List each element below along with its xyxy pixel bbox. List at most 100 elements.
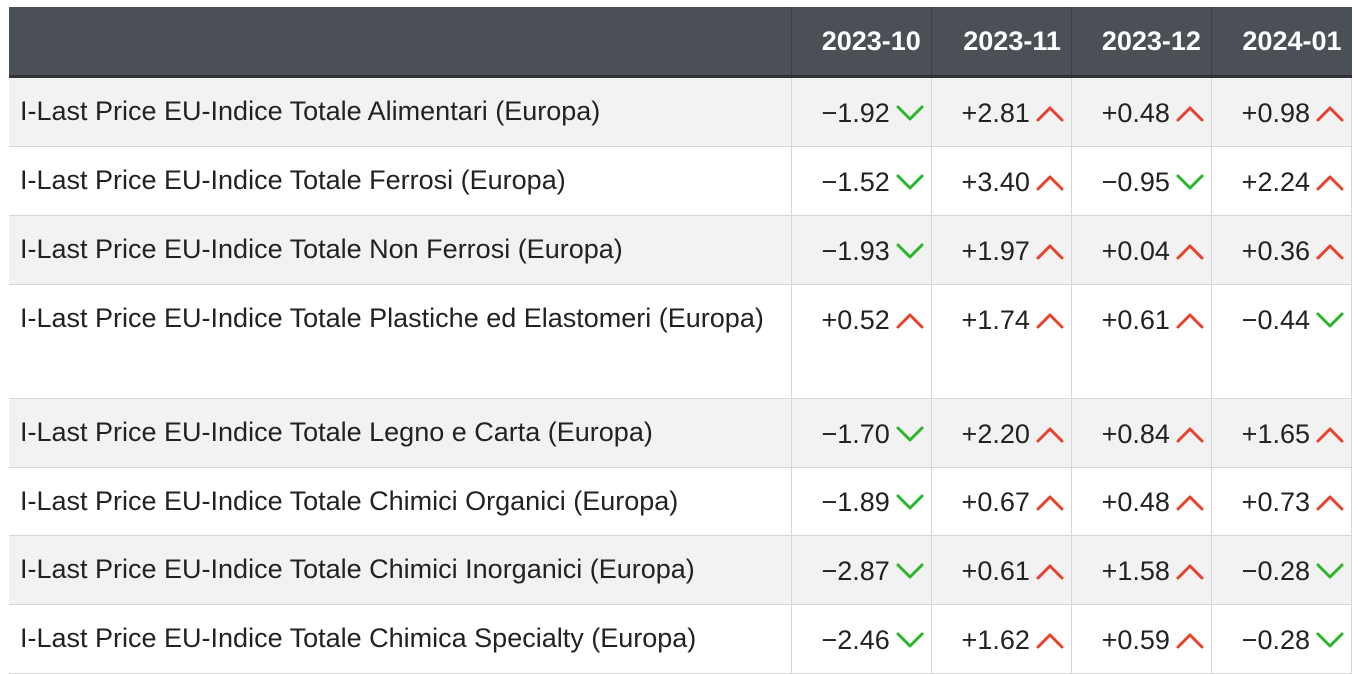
value-cell: −0.44: [1211, 284, 1353, 399]
table-row: I-Last Price EU-Indice Totale Non Ferros…: [9, 215, 1353, 285]
value-cell: −1.70: [791, 398, 932, 468]
value-text: −2.46: [821, 625, 890, 656]
chevron-up-icon: [1315, 103, 1345, 123]
header-row: 2023-10 2023-11 2023-12 2024-01: [9, 7, 1352, 78]
value-text: +0.36: [1241, 235, 1310, 266]
value-text: −1.92: [821, 97, 890, 128]
chevron-up-icon: [1175, 424, 1205, 444]
value-text: +1.65: [1241, 418, 1310, 449]
row-label: I-Last Price EU-Indice Totale Chimici Or…: [9, 467, 792, 537]
chevron-up-icon: [1175, 310, 1205, 330]
chevron-up-icon: [1175, 103, 1205, 123]
value-cell: +0.61: [1071, 284, 1212, 399]
value-text: −1.52: [821, 166, 890, 197]
value-cell: −2.46: [791, 604, 932, 674]
table-row: I-Last Price EU-Indice Totale Chimici Or…: [9, 467, 1353, 537]
value-text: +0.61: [1101, 304, 1170, 335]
value-text: −0.28: [1241, 625, 1310, 656]
row-label: I-Last Price EU-Indice Totale Legno e Ca…: [9, 398, 792, 468]
value-text: −0.28: [1241, 556, 1310, 587]
value-cell: +0.84: [1071, 398, 1212, 468]
value-text: −0.44: [1241, 304, 1310, 335]
chevron-down-icon: [895, 172, 925, 192]
value-cell: +0.61: [931, 535, 1072, 606]
table-row: I-Last Price EU-Indice Totale Plastiche …: [9, 284, 1353, 399]
value-text: +0.04: [1101, 235, 1170, 266]
value-cell: +0.59: [1071, 604, 1212, 674]
value-cell: +2.81: [931, 76, 1072, 147]
value-cell: −0.28: [1211, 535, 1353, 606]
value-cell: −1.92: [791, 76, 932, 147]
value-cell: +1.58: [1071, 535, 1212, 606]
value-text: +0.67: [961, 487, 1030, 518]
row-label: I-Last Price EU-Indice Totale Chimici In…: [9, 535, 792, 606]
header-cell-label: [9, 7, 792, 78]
chevron-up-icon: [1035, 630, 1065, 650]
chevron-down-icon: [895, 492, 925, 512]
chevron-down-icon: [895, 630, 925, 650]
row-label: I-Last Price EU-Indice Totale Alimentari…: [9, 76, 792, 147]
value-text: +0.48: [1101, 97, 1170, 128]
chevron-up-icon: [1035, 492, 1065, 512]
value-text: +0.59: [1101, 625, 1170, 656]
chevron-down-icon: [895, 103, 925, 123]
chevron-up-icon: [1175, 561, 1205, 581]
chevron-up-icon: [1175, 630, 1205, 650]
chevron-up-icon: [1035, 103, 1065, 123]
chevron-up-icon: [895, 310, 925, 330]
value-cell: +1.65: [1211, 398, 1353, 468]
value-cell: +0.73: [1211, 467, 1353, 537]
value-cell: −2.87: [791, 535, 932, 606]
value-cell: +0.48: [1071, 76, 1212, 147]
chevron-down-icon: [895, 561, 925, 581]
value-text: +2.20: [961, 418, 1030, 449]
row-label: I-Last Price EU-Indice Totale Chimica Sp…: [9, 604, 792, 674]
chevron-up-icon: [1175, 241, 1205, 261]
value-text: +1.58: [1101, 556, 1170, 587]
chevron-up-icon: [1035, 424, 1065, 444]
chevron-up-icon: [1315, 172, 1345, 192]
value-cell: +0.04: [1071, 215, 1212, 285]
chevron-down-icon: [895, 241, 925, 261]
value-text: +0.61: [961, 556, 1030, 587]
value-cell: +1.62: [931, 604, 1072, 674]
value-cell: +1.97: [931, 215, 1072, 285]
value-cell: −1.52: [791, 146, 932, 216]
header-cell-2023-11: 2023-11: [931, 7, 1072, 78]
value-cell: −1.93: [791, 215, 932, 285]
value-cell: +0.67: [931, 467, 1072, 537]
value-text: +1.74: [961, 304, 1030, 335]
value-cell: +1.74: [931, 284, 1072, 399]
row-label: I-Last Price EU-Indice Totale Ferrosi (E…: [9, 146, 792, 216]
table-row: I-Last Price EU-Indice Totale Chimica Sp…: [9, 604, 1353, 674]
header-cell-2023-12: 2023-12: [1071, 7, 1212, 78]
chevron-up-icon: [1315, 241, 1345, 261]
table-row: I-Last Price EU-Indice Totale Chimici In…: [9, 535, 1353, 606]
header-cell-2024-01: 2024-01: [1211, 7, 1352, 78]
value-cell: −0.95: [1071, 146, 1212, 216]
chevron-down-icon: [1175, 172, 1205, 192]
value-text: −1.93: [821, 235, 890, 266]
value-text: +0.84: [1101, 418, 1170, 449]
table-body: I-Last Price EU-Indice Totale Alimentari…: [9, 76, 1353, 674]
value-cell: −1.89: [791, 467, 932, 537]
value-text: +0.52: [821, 304, 890, 335]
chevron-up-icon: [1035, 241, 1065, 261]
value-cell: +2.24: [1211, 146, 1353, 216]
value-text: +1.97: [961, 235, 1030, 266]
row-label: I-Last Price EU-Indice Totale Plastiche …: [9, 284, 792, 399]
chevron-down-icon: [1315, 630, 1345, 650]
value-cell: +2.20: [931, 398, 1072, 468]
chevron-up-icon: [1315, 492, 1345, 512]
value-text: −1.89: [821, 487, 890, 518]
chevron-down-icon: [1315, 310, 1345, 330]
value-cell: +3.40: [931, 146, 1072, 216]
chevron-down-icon: [895, 424, 925, 444]
value-text: +0.98: [1241, 97, 1310, 128]
chevron-up-icon: [1315, 424, 1345, 444]
header-cell-2023-10: 2023-10: [791, 7, 932, 78]
value-text: −1.70: [821, 418, 890, 449]
chevron-up-icon: [1035, 561, 1065, 581]
value-cell: +0.36: [1211, 215, 1353, 285]
row-label: I-Last Price EU-Indice Totale Non Ferros…: [9, 215, 792, 285]
